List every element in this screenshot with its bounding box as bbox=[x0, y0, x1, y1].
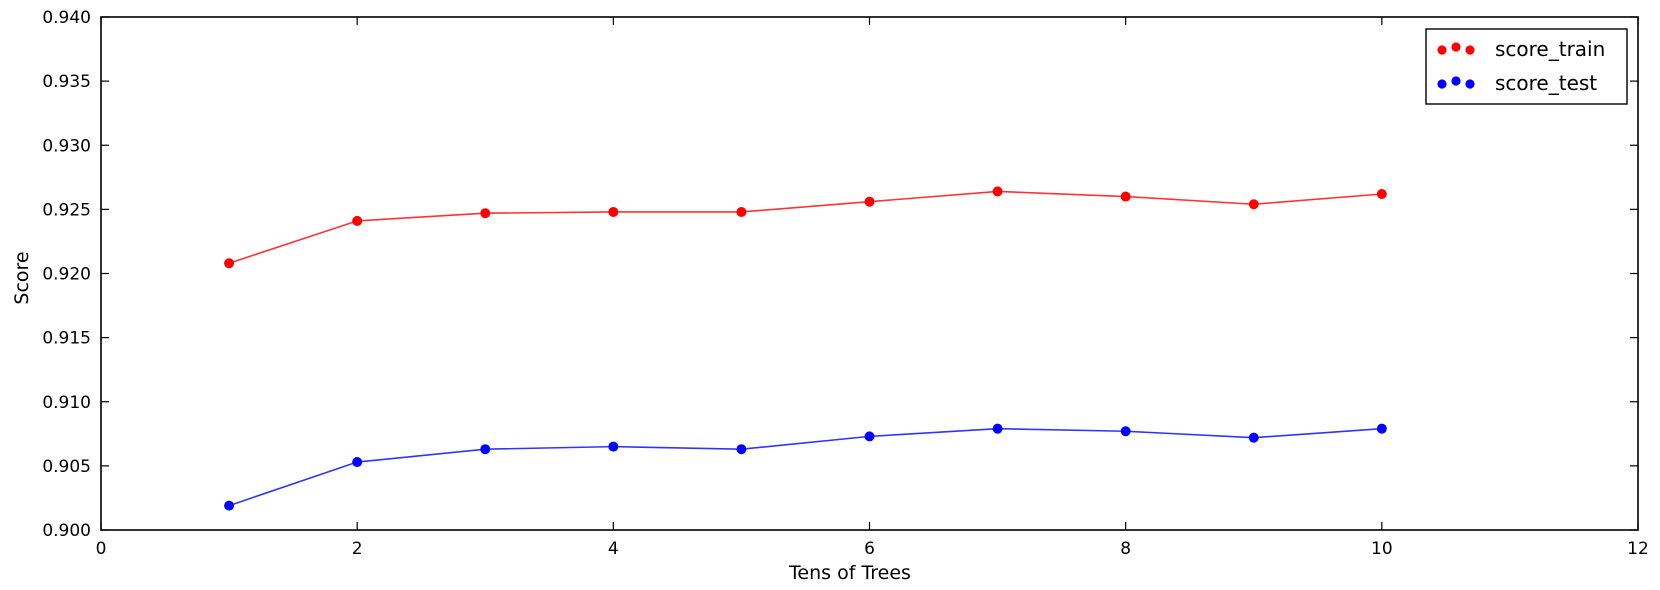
series-layer bbox=[224, 186, 1387, 511]
y-tick-label: 0.900 bbox=[42, 521, 91, 541]
legend-marker bbox=[1437, 45, 1447, 55]
data-point bbox=[480, 444, 491, 455]
data-point bbox=[992, 423, 1003, 434]
y-tick-label: 0.915 bbox=[42, 329, 91, 349]
legend-marker bbox=[1437, 79, 1447, 89]
series-line bbox=[228, 427, 1382, 507]
data-point bbox=[992, 186, 1003, 197]
legend-marker bbox=[1465, 79, 1475, 89]
data-point bbox=[1120, 191, 1131, 202]
y-tick-label: 0.905 bbox=[42, 457, 91, 477]
x-axis: 0 2 4 6 8 10 12 bbox=[96, 17, 1649, 559]
x-tick-label: 0 bbox=[96, 539, 107, 559]
data-point bbox=[736, 206, 747, 217]
data-point bbox=[480, 208, 491, 219]
x-tick-label: 2 bbox=[352, 539, 363, 559]
legend-marker bbox=[1451, 76, 1461, 86]
data-point bbox=[608, 206, 619, 217]
data-point bbox=[224, 500, 235, 511]
legend-marker bbox=[1465, 45, 1475, 55]
y-tick-label: 0.910 bbox=[42, 393, 91, 413]
series-score_train bbox=[224, 186, 1387, 269]
data-point bbox=[352, 215, 363, 226]
data-point bbox=[608, 441, 619, 452]
x-axis-label: Tens of Trees bbox=[788, 562, 911, 584]
data-point bbox=[1248, 432, 1259, 443]
legend-marker bbox=[1451, 42, 1461, 52]
series-line bbox=[228, 190, 1382, 264]
x-tick-label: 8 bbox=[1120, 539, 1131, 559]
data-point bbox=[1248, 199, 1259, 210]
legend-label: score_train bbox=[1495, 37, 1605, 61]
y-tick-label: 0.920 bbox=[42, 265, 91, 285]
data-point bbox=[864, 431, 875, 442]
legend: score_train score_test bbox=[1425, 28, 1628, 105]
x-tick-label: 6 bbox=[864, 539, 875, 559]
y-tick-label: 0.940 bbox=[42, 8, 91, 28]
data-point bbox=[1376, 188, 1387, 199]
plot-area bbox=[100, 16, 1639, 531]
x-tick-label: 10 bbox=[1371, 539, 1393, 559]
x-tick-label: 12 bbox=[1627, 539, 1649, 559]
y-axis-label: Score bbox=[11, 251, 33, 304]
data-point bbox=[224, 258, 235, 269]
data-point bbox=[352, 457, 363, 468]
data-point bbox=[736, 444, 747, 455]
legend-label: score_test bbox=[1495, 71, 1597, 95]
data-point bbox=[1376, 423, 1387, 434]
legend-box bbox=[1425, 28, 1628, 105]
y-tick-label: 0.935 bbox=[42, 72, 91, 92]
x-tick-label: 4 bbox=[608, 539, 619, 559]
y-tick-label: 0.925 bbox=[42, 200, 91, 220]
series-score_test bbox=[224, 423, 1387, 511]
data-point bbox=[864, 196, 875, 207]
y-tick-label: 0.930 bbox=[42, 136, 91, 156]
y-axis: 0.900 0.905 0.910 0.915 0.920 0.925 0.930 0.935… bbox=[42, 8, 1638, 541]
data-point bbox=[1120, 426, 1131, 437]
